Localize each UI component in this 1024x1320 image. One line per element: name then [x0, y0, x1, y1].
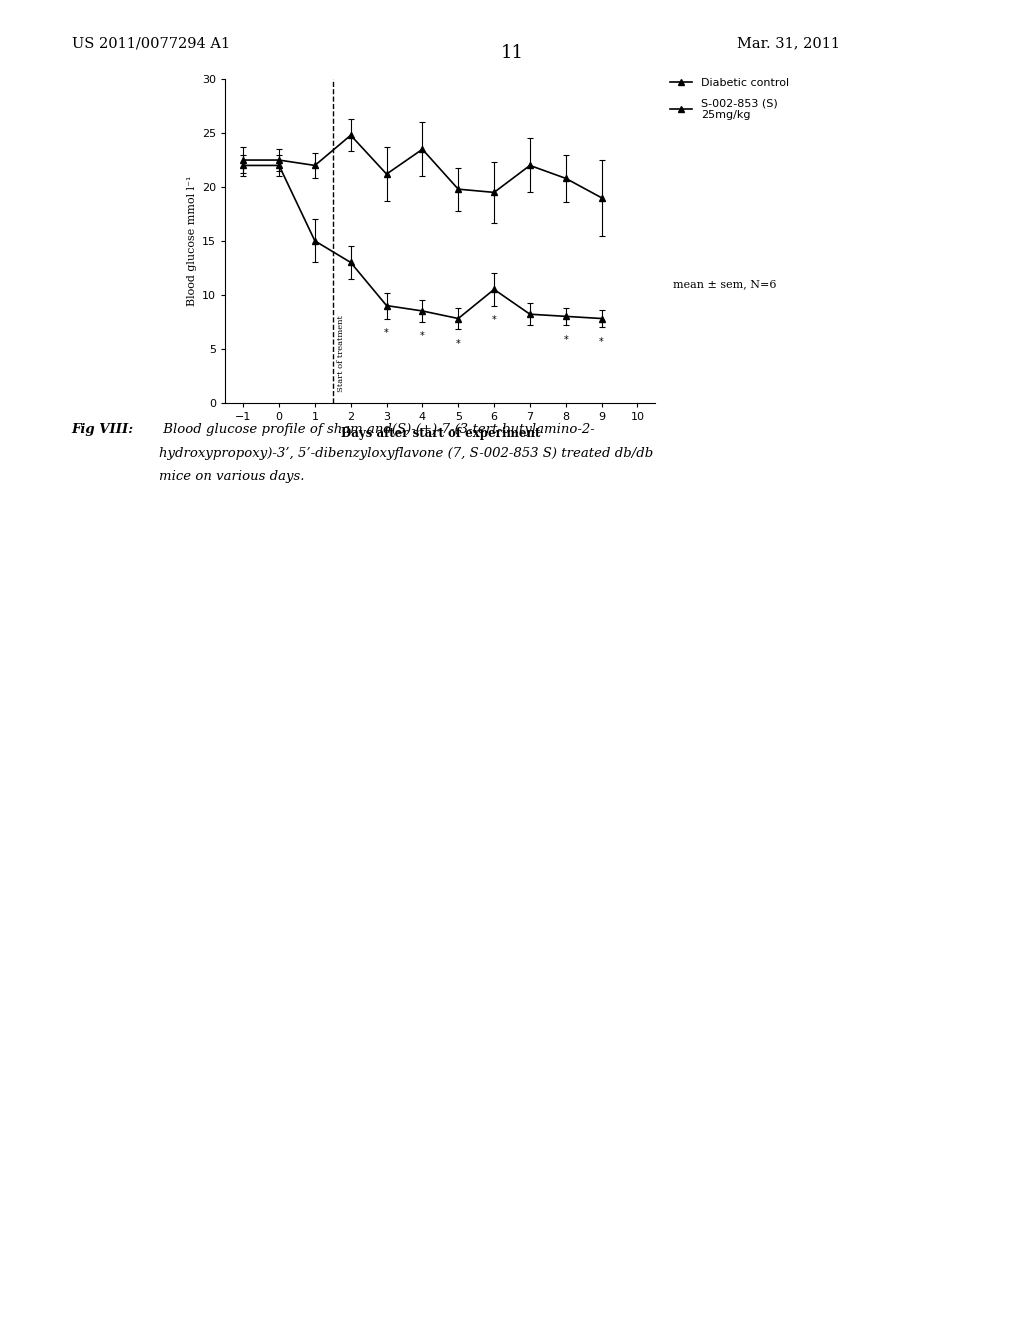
Text: mean ± sem, N=6: mean ± sem, N=6 — [673, 280, 776, 289]
Legend: Diabetic control, S-002-853 (S)
25mg/kg: Diabetic control, S-002-853 (S) 25mg/kg — [670, 78, 788, 120]
Text: *: * — [563, 335, 568, 345]
Text: *: * — [599, 337, 604, 347]
Text: Start of treatment: Start of treatment — [337, 315, 345, 392]
Y-axis label: Blood glucose mmol l⁻¹: Blood glucose mmol l⁻¹ — [186, 176, 197, 306]
Text: *: * — [384, 329, 389, 338]
Text: mice on various days.: mice on various days. — [159, 470, 304, 483]
Text: Blood glucose profile of sham and(S)-(+)-7-(3-tert-butylamino-2-: Blood glucose profile of sham and(S)-(+)… — [159, 422, 595, 436]
Text: *: * — [492, 315, 497, 325]
Text: *: * — [420, 331, 425, 342]
Text: 11: 11 — [501, 44, 523, 62]
Text: hydroxypropoxy)-3’, 5’-dibenzyloxyflavone (7, S-002-853 S) treated db/db: hydroxypropoxy)-3’, 5’-dibenzyloxyflavon… — [159, 446, 653, 459]
Text: Fig VIII:: Fig VIII: — [72, 422, 134, 436]
Text: *: * — [456, 339, 461, 348]
Text: US 2011/0077294 A1: US 2011/0077294 A1 — [72, 37, 229, 50]
X-axis label: Days after start of experiment: Days after start of experiment — [341, 428, 540, 440]
Text: Mar. 31, 2011: Mar. 31, 2011 — [737, 37, 841, 50]
